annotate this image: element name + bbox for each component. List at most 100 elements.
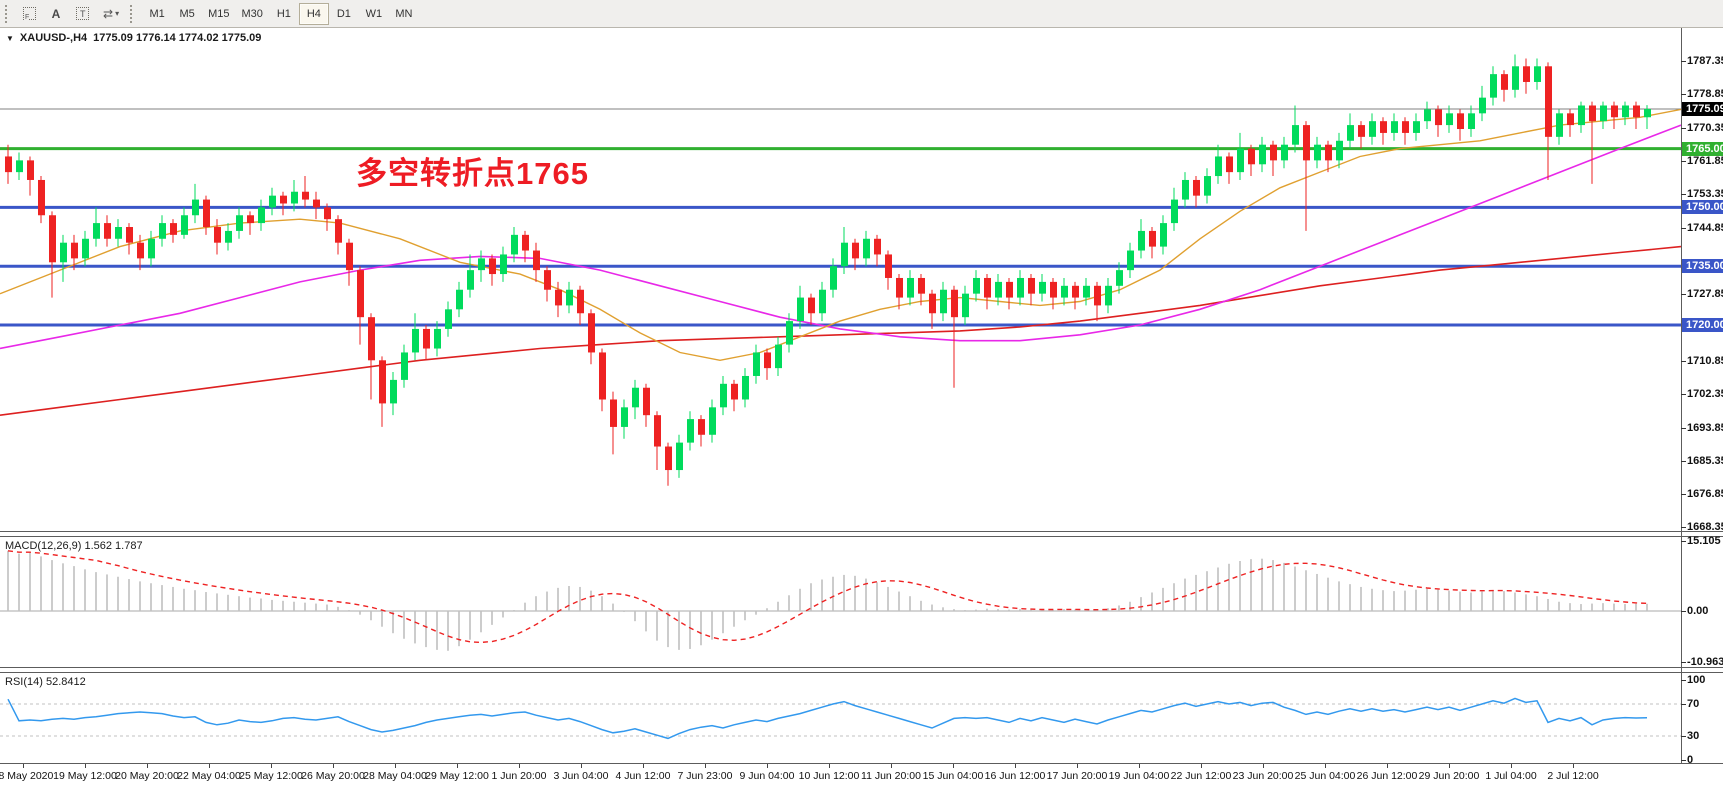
candle-body	[687, 419, 694, 443]
rsi-tick-mark	[1681, 680, 1686, 681]
candle-body	[1435, 109, 1442, 126]
pane-separator-2[interactable]	[0, 667, 1723, 673]
candle-body	[665, 446, 672, 471]
timeframe-button-mn[interactable]: MN	[395, 7, 413, 20]
time-tick-mark	[147, 764, 148, 768]
candle-body	[786, 321, 793, 345]
candle-body	[390, 379, 397, 404]
candle-body	[1380, 121, 1387, 133]
price-tick-label: 1710.85	[1687, 354, 1723, 367]
candle-body	[863, 238, 870, 259]
candle-body	[412, 328, 419, 353]
toolbar-grip-handle[interactable]	[5, 4, 12, 23]
candle-body	[38, 179, 45, 216]
candle-body	[1413, 121, 1420, 133]
rsi-pane-canvas[interactable]	[0, 673, 1681, 763]
time-axis-border	[0, 763, 1723, 764]
candle-body	[1369, 121, 1376, 137]
main-chart-canvas[interactable]	[0, 28, 1681, 531]
candle-body	[456, 289, 463, 310]
price-badge-1720.00: 1720.00	[1682, 318, 1723, 332]
cycles-button[interactable]: ⇄ ▾	[97, 3, 125, 25]
timeframe-button-h1[interactable]: H1	[276, 7, 291, 20]
macd-tick-label: -10.963	[1687, 655, 1723, 668]
cycles-icon: ⇄	[103, 6, 114, 21]
candle-body	[940, 289, 947, 314]
candle-body	[819, 289, 826, 314]
timeframe-button-m30[interactable]: M30	[241, 7, 263, 20]
candle-body	[731, 383, 738, 400]
chart-text-annotation[interactable]: 多空转折点1765	[356, 156, 589, 191]
time-label: 1 Jul 04:00	[1485, 770, 1537, 782]
collapse-arrow-icon[interactable]: ▼	[6, 33, 14, 43]
timeframe-button-m1[interactable]: M1	[149, 7, 165, 20]
timeframe-button-h4[interactable]: H4	[298, 2, 329, 25]
price-badge-1765.00: 1765.00	[1682, 141, 1723, 156]
text-box-button[interactable]: T	[70, 3, 95, 25]
candle-body	[170, 223, 177, 235]
timeframe-button-d1[interactable]: D1	[336, 7, 351, 20]
candle-body	[973, 277, 980, 294]
candle-body	[1149, 230, 1156, 247]
toolbar-grip-handle-2[interactable]	[130, 4, 137, 23]
timeframe-button-w1[interactable]: W1	[365, 7, 383, 20]
candle-body	[1083, 285, 1090, 298]
price-tick-label: 1744.85	[1687, 221, 1723, 234]
price-tick-mark	[1681, 360, 1686, 362]
candle-body	[1171, 199, 1178, 224]
candle-body	[1611, 105, 1618, 118]
candle-body	[324, 207, 331, 220]
candle-body	[434, 328, 441, 349]
candle-body	[1248, 148, 1255, 165]
timeframe-button-m15[interactable]: M15	[208, 7, 230, 20]
candle-body	[82, 238, 89, 259]
candle-body	[1237, 148, 1244, 173]
candle-body	[852, 242, 859, 259]
time-label: 22 Jun 12:00	[1170, 770, 1232, 782]
candle-body	[764, 352, 771, 369]
time-tick-mark	[581, 764, 582, 768]
candle-body	[588, 313, 595, 353]
candle-body	[1457, 113, 1464, 130]
chart-template-button[interactable]: F	[17, 3, 42, 25]
macd-pane-canvas[interactable]	[0, 537, 1681, 667]
candle-body	[1215, 156, 1222, 177]
candle-body	[115, 227, 122, 239]
candle-body	[984, 277, 991, 298]
rsi-indicator-label: RSI(14) 52.8412	[5, 676, 86, 688]
candle-body	[1556, 113, 1563, 137]
candle-body	[1314, 144, 1321, 161]
candle-body	[874, 238, 881, 255]
candle-body	[841, 242, 848, 267]
price-tick-label: 1685.35	[1687, 454, 1723, 467]
time-label: 7 Jun 23:00	[677, 770, 733, 782]
candle-body	[599, 352, 606, 400]
time-label: 29 May 12:00	[425, 770, 489, 782]
time-tick-mark	[519, 764, 520, 768]
price-tick-mark	[1681, 494, 1686, 496]
time-label: 2 Jul 12:00	[1547, 770, 1599, 782]
time-label: 25 May 12:00	[239, 770, 303, 782]
candle-body	[1204, 176, 1211, 196]
candle-body	[269, 195, 276, 208]
price-tick-mark	[1681, 194, 1686, 196]
candle-body	[60, 242, 67, 263]
macd-tick-mark	[1681, 541, 1686, 543]
candle-body	[181, 215, 188, 235]
candle-body	[1072, 285, 1079, 298]
price-badge-1750.00: 1750.00	[1682, 200, 1723, 215]
symbol-period-label: XAUUSD-,H4	[19, 32, 88, 44]
text-label-button[interactable]: A	[44, 3, 68, 25]
pane-separator[interactable]	[0, 531, 1723, 537]
rsi-tick-mark	[1681, 760, 1686, 761]
time-tick-mark	[953, 764, 954, 768]
macd-tick-mark	[1681, 661, 1686, 663]
candle-body	[1446, 113, 1453, 126]
candle-body	[346, 242, 353, 271]
candle-body	[1622, 105, 1629, 118]
timeframe-button-m5[interactable]: M5	[179, 7, 195, 20]
time-tick-mark	[457, 764, 458, 768]
toolbar: F A T ⇄ ▾ M1 M5 M15 M30 H1 H4 D1 W1 MN	[0, 0, 1723, 28]
candle-body	[192, 199, 199, 216]
